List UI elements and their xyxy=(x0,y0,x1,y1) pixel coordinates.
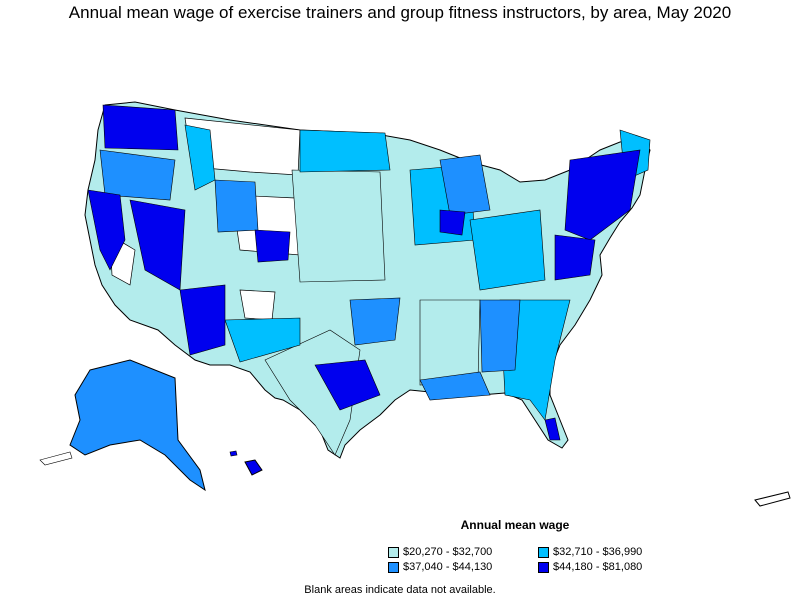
legend-item-2: $32,710 - $36,990 xyxy=(538,546,688,558)
region-florida-t4 xyxy=(544,417,561,441)
choropleth-map xyxy=(39,101,791,507)
region-great-plains-t1 xyxy=(291,169,386,283)
region-colorado-t3 xyxy=(214,179,259,233)
hawaii-small xyxy=(229,450,238,457)
legend-label-1: $20,270 - $32,700 xyxy=(403,546,493,558)
region-gulf-t3 xyxy=(419,371,491,401)
legend-label-2: $32,710 - $36,990 xyxy=(553,546,643,558)
legend-swatch-1 xyxy=(388,546,399,558)
alaska xyxy=(69,359,206,492)
region-newmexico-blank xyxy=(239,289,276,321)
region-ohio-valley-t2 xyxy=(469,209,546,291)
hawaii xyxy=(244,459,263,476)
legend-item-3: $37,040 - $44,130 xyxy=(388,561,538,573)
legend-item-4: $44,180 - $81,080 xyxy=(538,561,688,573)
region-houston-t4 xyxy=(314,359,381,411)
legend-title: Annual mean wage xyxy=(460,518,570,532)
region-georgia-t3 xyxy=(479,299,521,373)
legend-swatch-2 xyxy=(538,546,549,558)
region-california-t4 xyxy=(87,189,126,271)
region-texas-t1 xyxy=(264,329,361,456)
puerto-rico xyxy=(754,491,791,507)
region-chicago-t4 xyxy=(439,209,466,236)
footnote: Blank areas indicate data not available. xyxy=(304,584,496,596)
legend-label-3: $37,040 - $44,130 xyxy=(403,561,493,573)
region-dakota-t2 xyxy=(299,129,391,173)
region-mich-t3 xyxy=(439,154,491,216)
map-title: Annual mean wage of exercise trainers an… xyxy=(68,3,732,22)
region-northeast-t4 xyxy=(564,149,641,241)
region-midatlantic-t4 xyxy=(554,234,596,281)
region-denver-t4 xyxy=(254,229,291,263)
legend: Annual mean wage $20,270 - $32,700 $32,7… xyxy=(380,518,670,573)
region-washington-t4 xyxy=(102,104,179,151)
region-south-t1 xyxy=(419,299,481,386)
region-arizona-t2 xyxy=(224,317,301,363)
legend-swatch-3 xyxy=(388,561,399,573)
region-oregon-t3 xyxy=(99,149,176,201)
region-ozarks-t3 xyxy=(349,297,401,346)
legend-label-4: $44,180 - $81,080 xyxy=(553,561,643,573)
legend-grid: $20,270 - $32,700 $32,710 - $36,990 $37,… xyxy=(388,546,670,573)
legend-swatch-4 xyxy=(538,561,549,573)
legend-item-1: $20,270 - $32,700 xyxy=(388,546,538,558)
region-southwest-t4 xyxy=(179,284,226,356)
alaska-islands xyxy=(39,451,73,466)
